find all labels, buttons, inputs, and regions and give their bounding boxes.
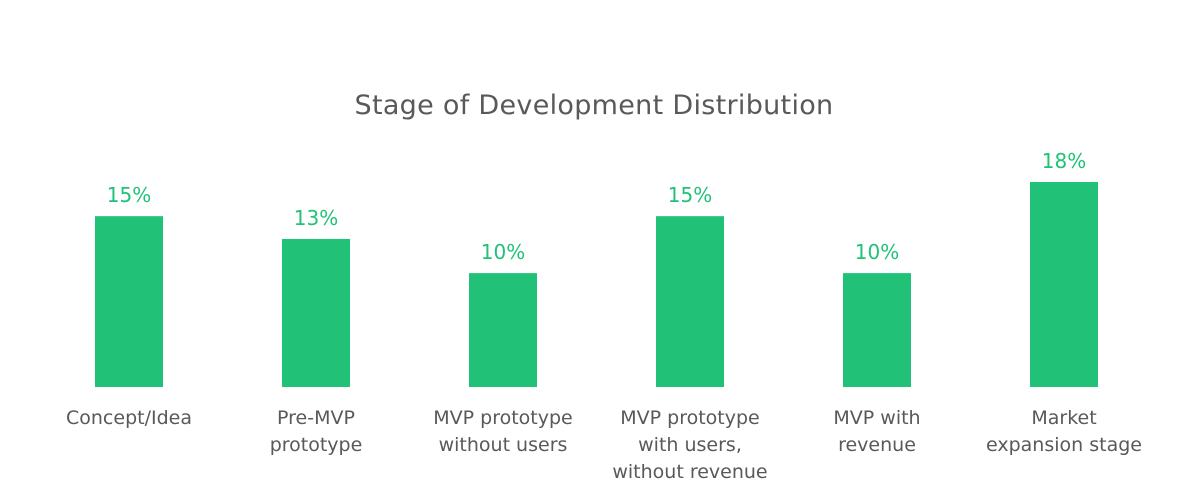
category-label-1: Concept/Idea [66, 407, 192, 429]
value-label-1: 15% [107, 183, 151, 207]
value-label-5: 10% [855, 240, 899, 264]
value-label-4: 15% [668, 183, 712, 207]
bar-6 [1030, 182, 1098, 387]
category-label-6: Market expansion stage [986, 407, 1142, 456]
category-label-2: Pre-MVP prototype [270, 407, 363, 456]
chart-title: Stage of Development Distribution [354, 90, 834, 121]
value-label-6: 18% [1042, 149, 1086, 173]
bar-1 [95, 216, 163, 387]
bar-2 [282, 238, 350, 387]
bar-3 [469, 273, 537, 387]
category-label-4: MVP prototype with users, without revenue [612, 407, 767, 483]
bar-5 [843, 273, 911, 387]
value-label-2: 13% [294, 206, 338, 230]
category-label-3: MVP prototype without users [433, 407, 573, 456]
value-label-3: 10% [481, 240, 525, 264]
bar-4 [656, 216, 724, 387]
category-label-5: MVP with revenue [833, 407, 920, 456]
